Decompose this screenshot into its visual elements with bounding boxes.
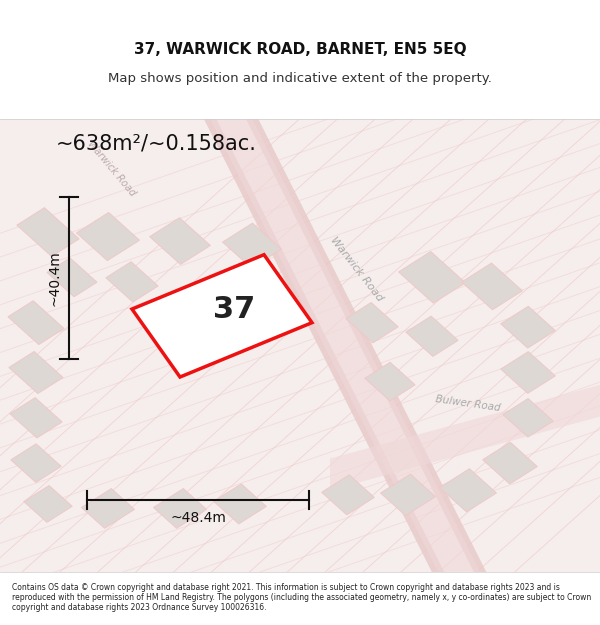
Polygon shape: [365, 362, 415, 401]
Polygon shape: [8, 301, 64, 344]
Polygon shape: [11, 444, 61, 483]
Polygon shape: [380, 474, 436, 516]
Polygon shape: [501, 352, 555, 393]
Bar: [0, 0, 600, 119]
Text: ~40.4m: ~40.4m: [47, 250, 61, 306]
Polygon shape: [47, 258, 97, 297]
Polygon shape: [398, 251, 466, 303]
Text: ~638m²/~0.158ac.: ~638m²/~0.158ac.: [56, 134, 256, 154]
Polygon shape: [9, 351, 63, 394]
Polygon shape: [10, 398, 62, 438]
Polygon shape: [346, 302, 398, 343]
Text: Bulwer Road: Bulwer Road: [435, 394, 501, 412]
Polygon shape: [24, 486, 72, 522]
Polygon shape: [322, 475, 374, 515]
Text: Warwick Road: Warwick Road: [85, 139, 137, 198]
Polygon shape: [406, 316, 458, 356]
Text: Map shows position and indicative extent of the property.: Map shows position and indicative extent…: [108, 72, 492, 84]
Text: ~48.4m: ~48.4m: [170, 511, 226, 524]
Polygon shape: [214, 484, 266, 524]
Polygon shape: [503, 399, 553, 437]
Bar: [0, 572, 600, 625]
Polygon shape: [440, 469, 496, 512]
Polygon shape: [82, 489, 134, 528]
Polygon shape: [76, 213, 140, 261]
Polygon shape: [501, 306, 555, 348]
Text: Contains OS data © Crown copyright and database right 2021. This information is : Contains OS data © Crown copyright and d…: [12, 582, 591, 612]
Text: Warwick Road: Warwick Road: [329, 234, 385, 303]
Bar: [0, 119, 600, 572]
Text: 37: 37: [213, 295, 255, 324]
Polygon shape: [17, 208, 79, 256]
Polygon shape: [483, 442, 537, 484]
Polygon shape: [330, 381, 600, 490]
Polygon shape: [223, 223, 281, 268]
Polygon shape: [154, 489, 206, 528]
Polygon shape: [210, 119, 480, 572]
Polygon shape: [132, 255, 312, 377]
Polygon shape: [149, 217, 211, 264]
Polygon shape: [106, 262, 158, 302]
Polygon shape: [461, 263, 523, 310]
Text: 37, WARWICK ROAD, BARNET, EN5 5EQ: 37, WARWICK ROAD, BARNET, EN5 5EQ: [134, 42, 466, 58]
